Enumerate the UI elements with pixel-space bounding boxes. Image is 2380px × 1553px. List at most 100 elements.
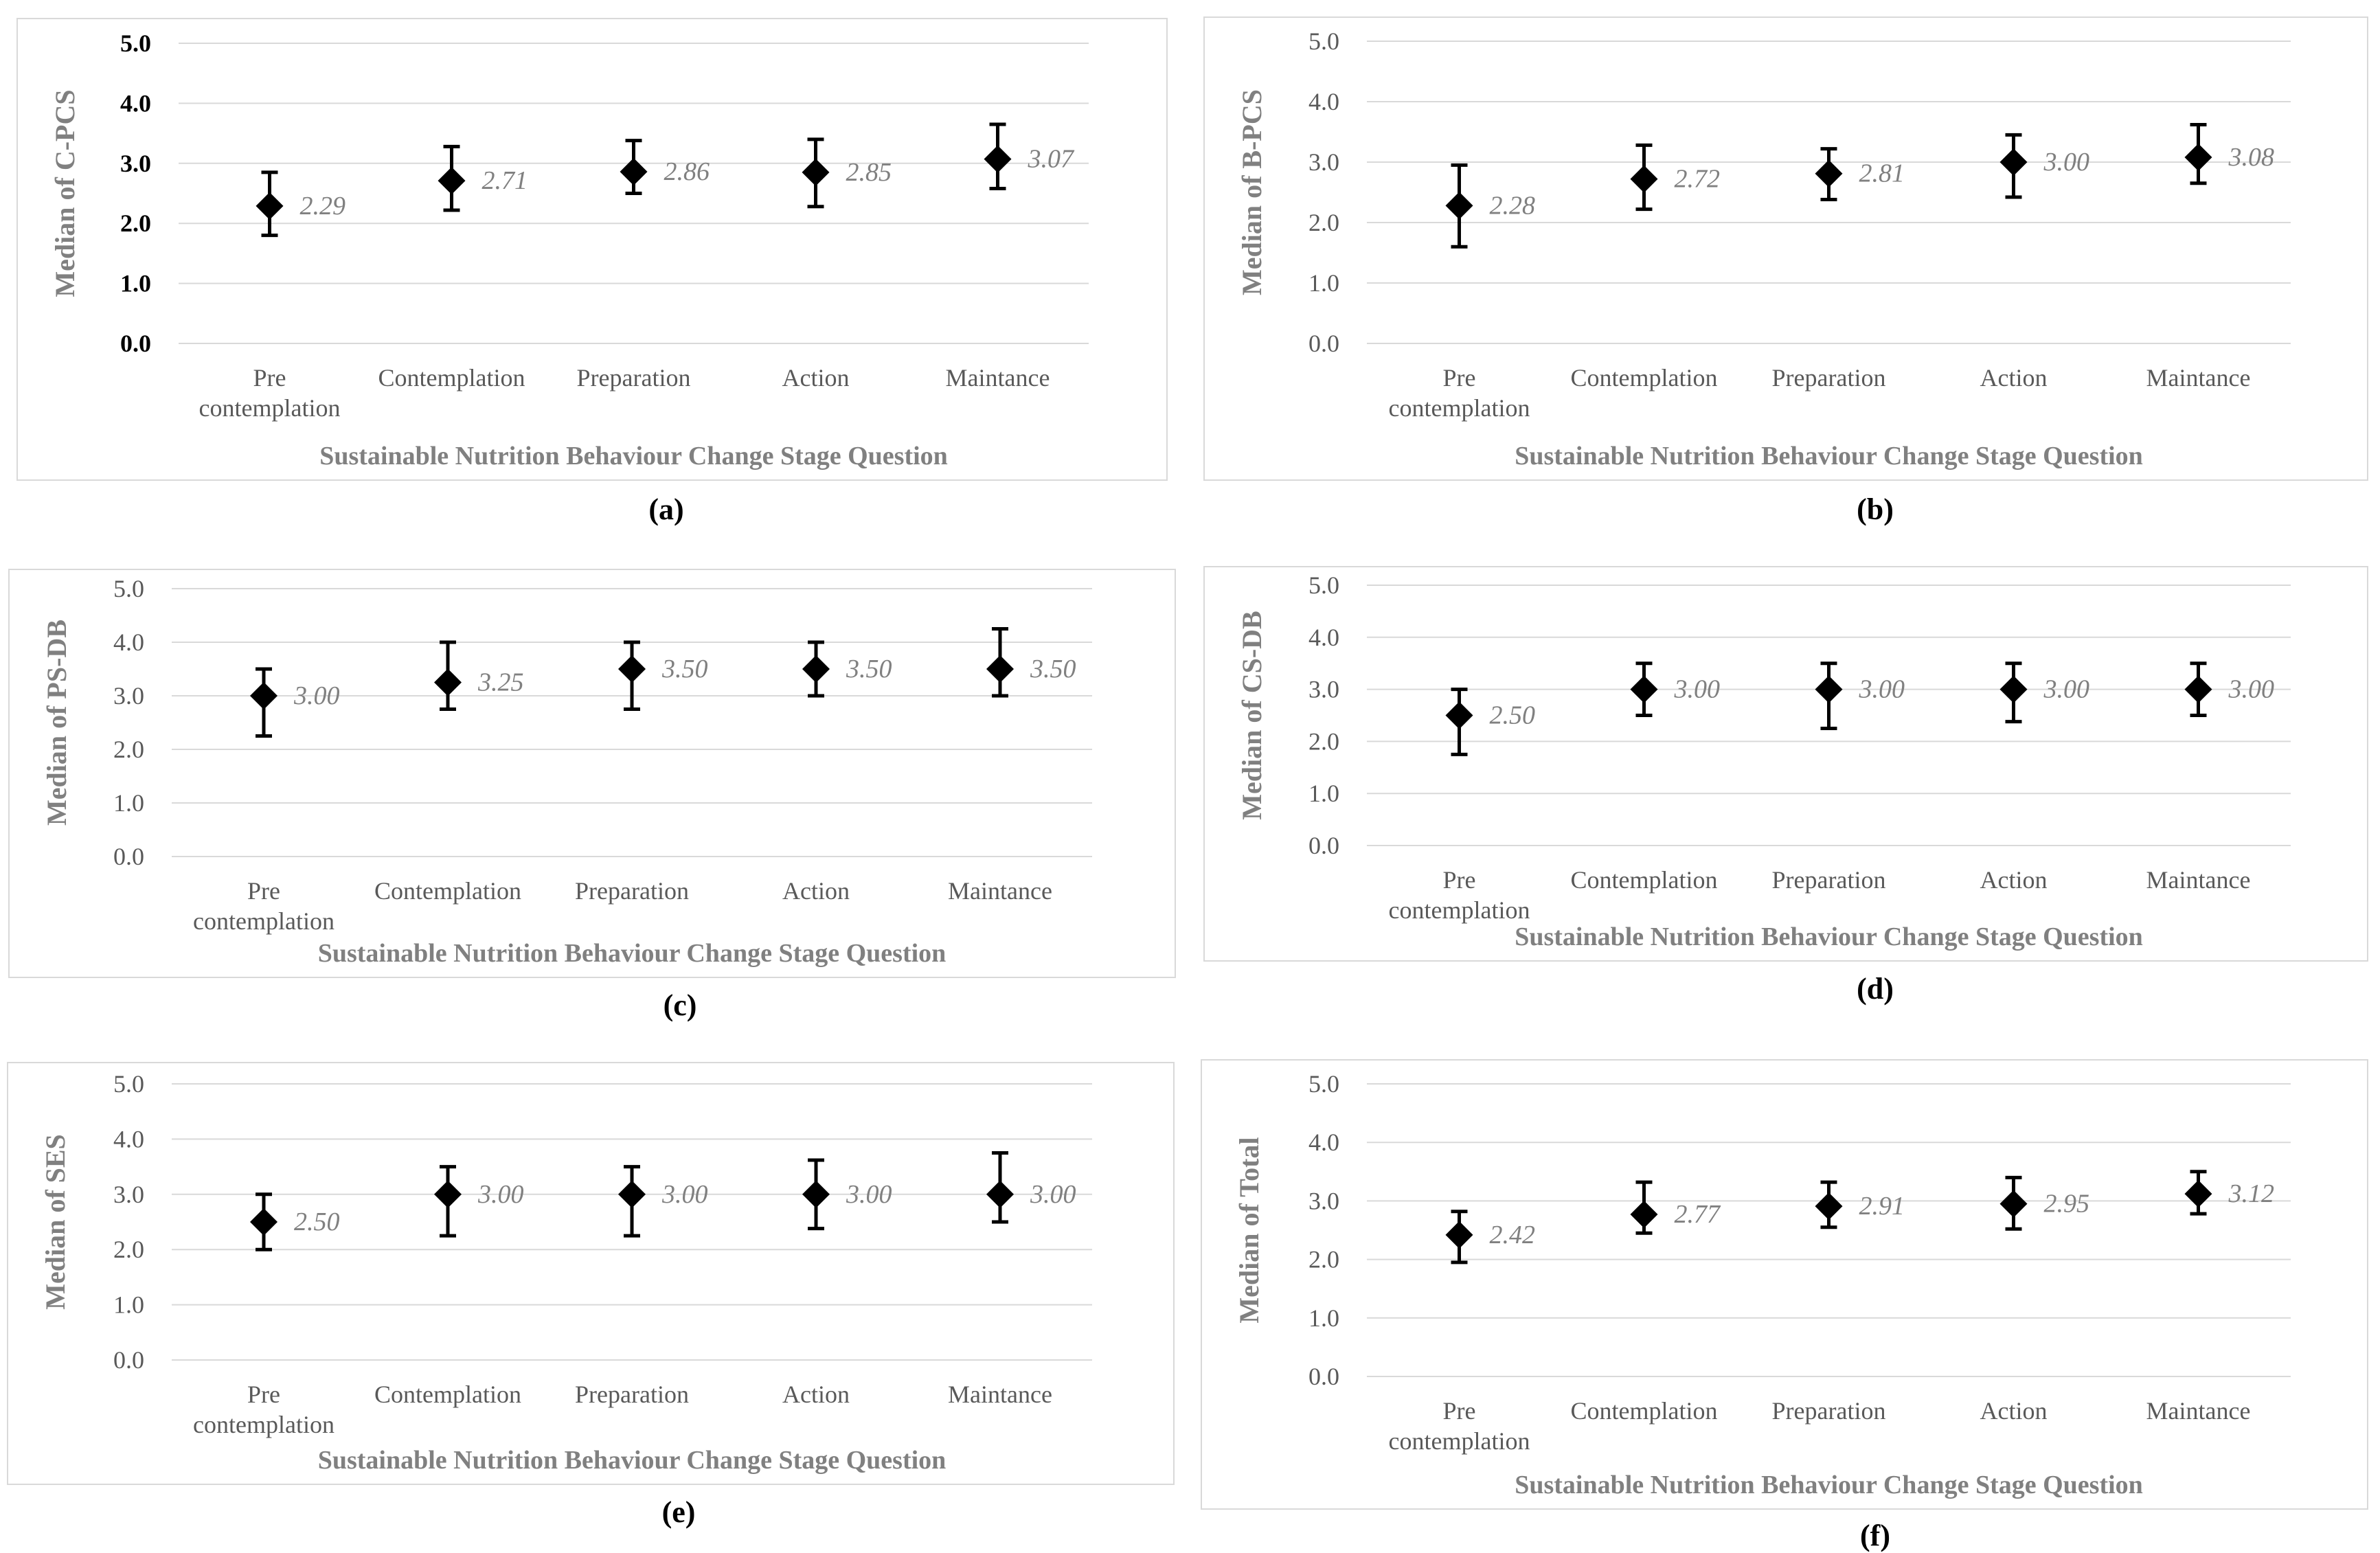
x-tick-label: contemplation [199,394,341,422]
data-point [250,1208,277,1236]
y-tick-label: 3.0 [113,682,144,710]
x-tick-label: Contemplation [374,877,521,905]
data-label: 2.50 [294,1208,340,1236]
x-tick-label: Contemplation [1571,1397,1718,1425]
caption-c: (c) [663,988,697,1022]
x-tick-label: Preparation [1772,866,1886,894]
y-axis-label: Median of PS-DB [41,620,72,826]
data-point [986,1180,1014,1208]
x-tick-label: Contemplation [1571,364,1718,392]
y-tick-label: 4.0 [113,628,144,656]
data-point [802,1180,830,1208]
y-tick-label: 5.0 [113,575,144,602]
data-point [986,655,1014,683]
y-tick-label: 0.0 [1308,1363,1339,1390]
caption-b: (b) [1857,492,1894,526]
caption-d: (d) [1857,972,1894,1006]
y-tick-label: 0.0 [1308,832,1339,859]
caption-e: (e) [661,1495,696,1529]
data-label: 3.07 [1028,145,1076,174]
y-tick-label: 3.0 [1308,148,1339,176]
x-tick-label: Contemplation [1571,866,1718,894]
data-label: 2.95 [2044,1190,2090,1218]
x-tick-label: Preparation [577,364,691,392]
x-axis-label: Sustainable Nutrition Behaviour Change S… [319,442,948,471]
y-tick-label: 1.0 [1308,780,1339,807]
x-tick-label: Preparation [1772,364,1886,392]
data-point [618,1180,646,1208]
x-tick-label: Action [1980,1397,2048,1425]
y-axis-label: Median of Total [1234,1137,1265,1323]
data-label: 3.12 [2228,1179,2275,1208]
data-label: 3.50 [846,655,892,683]
y-tick-label: 4.0 [120,89,151,117]
x-axis-label: Sustainable Nutrition Behaviour Change S… [318,1446,947,1475]
caption-f: (f) [1860,1519,1890,1552]
x-axis-label: Sustainable Nutrition Behaviour Change S… [318,939,947,968]
y-tick-label: 2.0 [1308,209,1339,236]
y-tick-label: 1.0 [113,1291,144,1319]
y-tick-label: 2.0 [113,1236,144,1263]
data-point [620,158,648,186]
y-axis-label: Median of C-PCS [49,89,80,297]
chart-frame-f [1201,1059,2368,1510]
x-tick-label: Action [782,1381,850,1408]
data-point [1815,1192,1843,1221]
chart-frame-c [8,569,1176,978]
x-axis-label: Sustainable Nutrition Behaviour Change S… [1515,442,2143,471]
y-tick-label: 0.0 [113,1346,144,1374]
data-point [1999,1190,2028,1218]
x-tick-label: Action [1980,866,2048,894]
x-tick-label: contemplation [193,1411,335,1438]
x-tick-label: Action [1980,364,2048,392]
data-label: 3.00 [293,681,340,710]
y-axis-label: Median of CS-DB [1236,611,1267,819]
data-point [1630,675,1658,703]
data-point [1630,165,1658,193]
x-tick-label: Maintance [2146,1397,2251,1425]
x-tick-label: Maintance [946,364,1050,392]
data-label: 3.00 [1859,675,1905,704]
data-point [1630,1200,1658,1228]
x-tick-label: Contemplation [374,1381,521,1408]
data-point [1445,192,1473,220]
x-tick-label: Maintance [2146,364,2251,392]
data-label: 3.00 [477,1180,524,1209]
data-point [2184,1180,2212,1208]
x-tick-label: Action [782,877,850,905]
y-tick-label: 0.0 [1308,330,1339,357]
data-label: 2.42 [1490,1221,1536,1249]
y-tick-label: 5.0 [1308,571,1339,599]
chart-frame-e [7,1062,1175,1485]
x-tick-label: contemplation [1389,394,1530,422]
chart-frame-a [16,18,1168,481]
data-label: 2.86 [664,157,710,186]
data-point [1815,675,1843,703]
y-axis-label: Median of SES [40,1134,71,1310]
x-tick-label: Contemplation [378,364,525,392]
y-tick-label: 4.0 [1308,624,1339,651]
y-tick-label: 0.0 [120,330,151,357]
data-label: 2.29 [300,192,346,220]
x-tick-label: Preparation [575,1381,689,1408]
chart-frame-b [1203,16,2368,481]
data-label: 2.77 [1675,1200,1722,1229]
data-label: 3.00 [1674,675,1721,704]
data-label: 3.50 [661,655,708,683]
y-tick-label: 4.0 [113,1125,144,1153]
x-tick-label: Preparation [1772,1397,1886,1425]
data-label: 3.00 [2228,675,2275,704]
data-point [438,167,466,195]
x-tick-label: Preparation [575,877,689,905]
data-label: 2.50 [1490,701,1536,730]
x-axis-label: Sustainable Nutrition Behaviour Change S… [1515,1471,2143,1499]
x-tick-label: Action [782,364,850,392]
data-point [984,145,1012,173]
y-tick-label: 1.0 [1308,1304,1339,1332]
x-tick-label: Maintance [948,1381,1052,1408]
y-axis-label: Median of B-PCS [1236,89,1267,295]
